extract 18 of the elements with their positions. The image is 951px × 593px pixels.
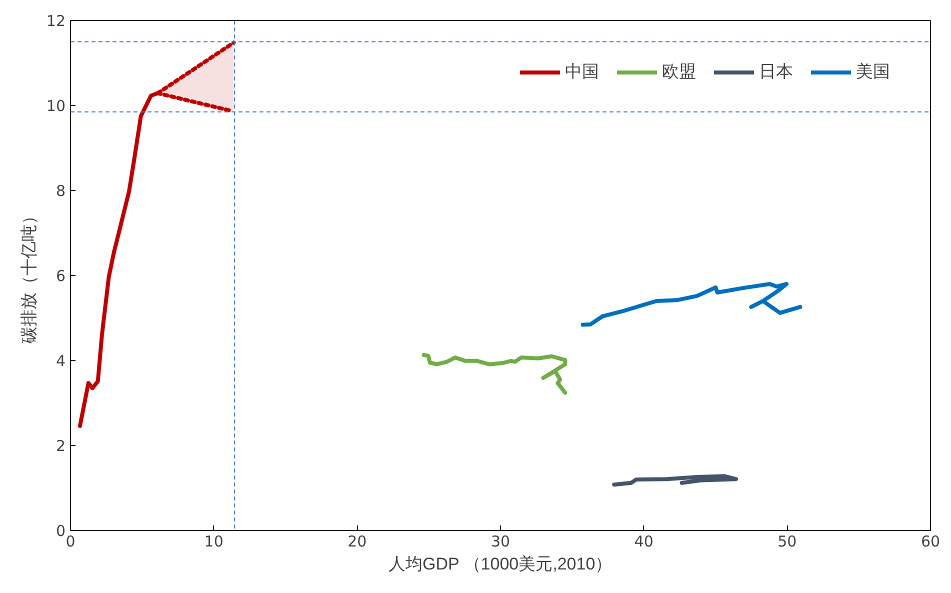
- y-tick-label: 8: [56, 182, 66, 200]
- y-axis-title: 碳排放（十亿吨）: [19, 208, 38, 344]
- y-tick-label: 2: [56, 437, 66, 455]
- legend-label: 日本: [759, 61, 793, 83]
- y-tick-label: 12: [46, 12, 66, 30]
- x-axis-title: 人均GDP （1000美元,2010）: [388, 554, 612, 574]
- legend-label: 中国: [565, 61, 599, 83]
- y-tick-label: 10: [46, 97, 66, 115]
- x-tick-label: 50: [778, 532, 797, 550]
- x-tick-label: 60: [920, 532, 940, 550]
- x-tick-label: 10: [204, 532, 224, 550]
- x-tick-label: 40: [634, 532, 654, 550]
- y-tick-label: 6: [56, 267, 66, 285]
- x-tick-label: 30: [490, 532, 510, 550]
- legend-label: 欧盟: [662, 61, 696, 83]
- legend-label: 美国: [856, 61, 890, 83]
- y-tick-label: 4: [56, 352, 66, 370]
- x-tick-label: 20: [348, 532, 367, 550]
